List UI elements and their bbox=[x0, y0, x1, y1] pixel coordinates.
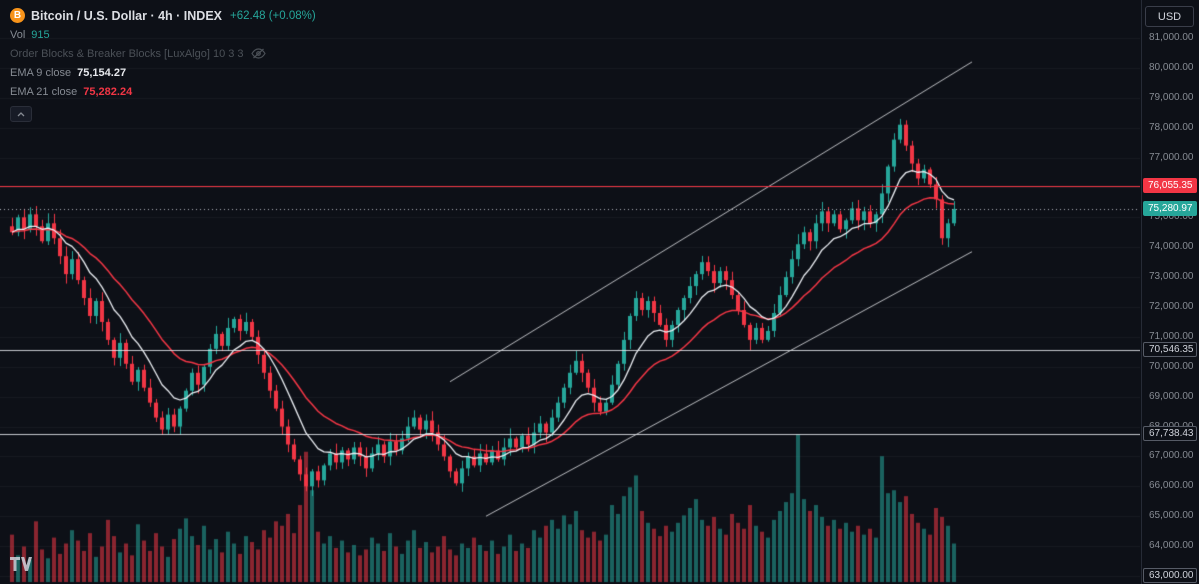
price-axis[interactable]: 63,000.00 64,000.00 65,000.00 66,000.00 67,0… bbox=[1141, 0, 1199, 584]
axis-price-label: 72,000.00 bbox=[1149, 301, 1194, 312]
axis-price-label: 68,000.00 bbox=[1149, 421, 1194, 432]
axis-price-label: 75,000.00 bbox=[1149, 211, 1194, 223]
axis-price-label: 67,000.00 bbox=[1149, 450, 1194, 462]
symbol-row[interactable]: B Bitcoin / U.S. Dollar · 4h · INDEX +62… bbox=[10, 6, 316, 25]
legend: B Bitcoin / U.S. Dollar · 4h · INDEX +62… bbox=[10, 6, 316, 122]
last-price-badge: 75,280.97 bbox=[1143, 200, 1197, 216]
bitcoin-icon: B bbox=[10, 8, 25, 23]
axis-price-label: 73,000.00 bbox=[1149, 271, 1194, 283]
vol-label: Vol bbox=[10, 28, 26, 41]
indicator-row-ema9[interactable]: EMA 9 close 75,154.27 bbox=[10, 63, 316, 82]
axis-bottom-badge: 63,000.00 bbox=[1143, 568, 1197, 583]
level-price-badge: 70,546.35 bbox=[1143, 342, 1197, 358]
axis-price-label: 71,000.00 bbox=[1149, 330, 1194, 342]
axis-price-label: 66,000.00 bbox=[1149, 480, 1194, 492]
indicator-title: Order Blocks & Breaker Blocks [LuxAlgo] … bbox=[10, 47, 244, 60]
axis-price-label: 70,000.00 bbox=[1149, 360, 1194, 372]
tradingview-logo-icon bbox=[10, 557, 32, 571]
level-price-badge: 76,055.35 bbox=[1143, 177, 1197, 193]
price-change: +62.48 (+0.08%) bbox=[230, 9, 316, 22]
axis-price-label: 69,000.00 bbox=[1149, 390, 1194, 402]
vol-value: 915 bbox=[31, 28, 50, 41]
axis-price-label: 65,000.00 bbox=[1149, 510, 1194, 522]
axis-price-label: 64,000.00 bbox=[1149, 540, 1194, 552]
symbol-title: Bitcoin / U.S. Dollar · 4h · INDEX bbox=[31, 8, 222, 23]
chevron-up-icon bbox=[17, 111, 25, 116]
axis-price-label: 81,000.00 bbox=[1149, 32, 1194, 43]
axis-price-label: 78,000.00 bbox=[1149, 121, 1194, 133]
axis-price-label: 80,000.00 bbox=[1149, 61, 1194, 73]
currency-selector-button[interactable]: USD bbox=[1145, 6, 1194, 27]
ema21-value: 75,282.24 bbox=[83, 85, 133, 98]
eye-off-icon[interactable] bbox=[250, 48, 266, 59]
ema9-label: EMA 9 close bbox=[10, 66, 72, 79]
indicator-row-ema21[interactable]: EMA 21 close 75,282.24 bbox=[10, 82, 316, 101]
axis-price-label: 77,000.00 bbox=[1149, 151, 1194, 163]
collapse-legend-button[interactable] bbox=[10, 106, 32, 122]
ema21-label: EMA 21 close bbox=[10, 85, 78, 98]
axis-price-label: 79,000.00 bbox=[1149, 91, 1194, 103]
axis-price-label: 74,000.00 bbox=[1149, 241, 1194, 253]
candlestick-chart-canvas[interactable] bbox=[0, 0, 1140, 584]
ema9-value: 75,154.27 bbox=[77, 66, 127, 79]
tradingview-logo[interactable] bbox=[10, 557, 34, 576]
level-price-badge: 67,738.43 bbox=[1143, 426, 1197, 442]
volume-row[interactable]: Vol 915 bbox=[10, 25, 316, 44]
indicator-row-luxalgo[interactable]: Order Blocks & Breaker Blocks [LuxAlgo] … bbox=[10, 44, 316, 63]
